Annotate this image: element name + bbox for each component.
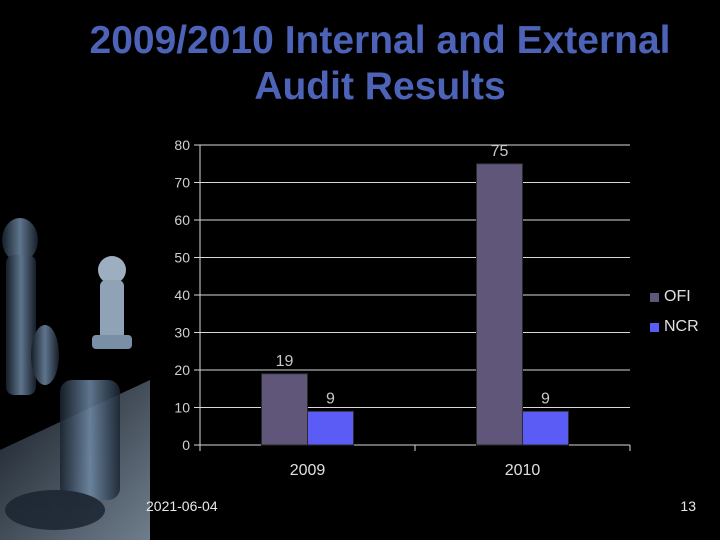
- y-tick-label: 10: [174, 400, 190, 416]
- y-tick-label: 20: [174, 362, 190, 378]
- y-tick-label: 0: [182, 437, 190, 453]
- y-tick-label: 30: [174, 325, 190, 341]
- slide-title-line1: 2009/2010 Internal and External: [89, 19, 671, 62]
- x-tick-label: 2009: [290, 462, 326, 479]
- legend-label-ncr: NCR: [664, 318, 699, 335]
- chess-pieces-image: [0, 218, 150, 540]
- bar-ofi-2009: [261, 373, 308, 446]
- data-label: 9: [541, 390, 550, 407]
- slide-title: 2009/2010 Internal and External Audit Re…: [40, 18, 720, 110]
- data-label: 9: [326, 390, 335, 407]
- legend-swatch-ofi: [650, 292, 659, 302]
- y-tick-label: 50: [174, 250, 190, 266]
- y-tick-label: 60: [174, 212, 190, 228]
- bar-ofi-2010: [476, 163, 523, 446]
- legend-item-ofi: OFI: [650, 288, 691, 306]
- bar-ncr-2010: [522, 410, 569, 446]
- bar-ncr-2009: [307, 410, 354, 446]
- slide-title-line2: Audit Results: [254, 65, 506, 108]
- data-label: 19: [276, 353, 294, 370]
- y-tick-label: 70: [174, 175, 190, 191]
- data-label: 75: [491, 143, 509, 160]
- x-tick-label: 2010: [505, 462, 541, 479]
- y-tick-label: 80: [174, 137, 190, 153]
- legend-swatch-ncr: [650, 322, 659, 332]
- legend-label-ofi: OFI: [664, 288, 691, 305]
- footer-date: 2021-06-04: [146, 498, 218, 514]
- y-tick-label: 40: [174, 287, 190, 303]
- page-number: 13: [680, 498, 696, 514]
- legend-item-ncr: NCR: [650, 318, 699, 336]
